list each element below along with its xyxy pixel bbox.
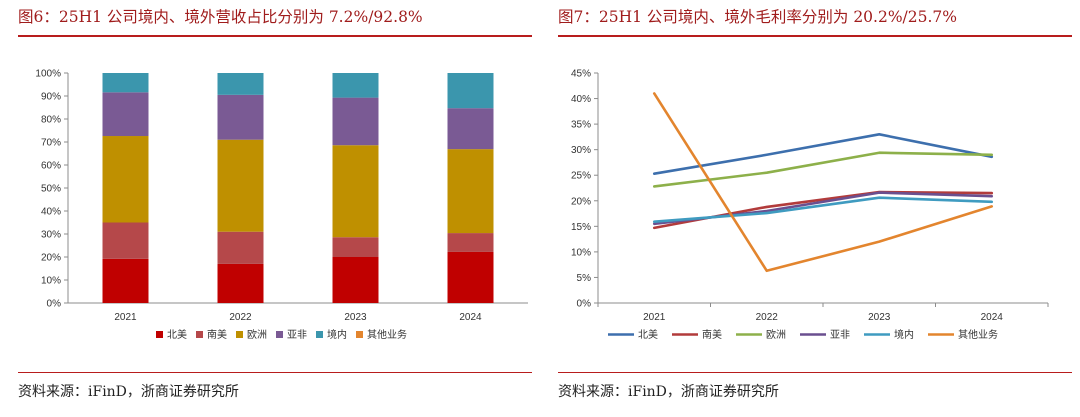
legend-swatch bbox=[356, 331, 363, 338]
legend-label: 北美 bbox=[167, 328, 187, 341]
legend-swatch bbox=[196, 331, 203, 338]
bar-series-4-2023 bbox=[332, 73, 379, 98]
bar-series-3-2023 bbox=[332, 97, 379, 146]
legend-swatch bbox=[276, 331, 283, 338]
legend-label: 北美 bbox=[638, 328, 658, 341]
bar-series-3-2022 bbox=[217, 94, 264, 140]
right-chart-panel: 图7：25H1 公司境内、境外毛利率分别为 20.2%/25.7% 0% 5% 10… bbox=[558, 0, 1072, 417]
bar-series-2-2023 bbox=[332, 145, 379, 238]
y-tick-label: 20% bbox=[41, 253, 61, 264]
right-source-note: 资料来源：iFinD，浙商证券研究所 bbox=[558, 384, 779, 400]
left-source-note: 资料来源：iFinD，浙商证券研究所 bbox=[18, 384, 239, 400]
line-series-5 bbox=[652, 92, 994, 273]
bar-series-3-2021 bbox=[102, 92, 149, 137]
legend-label: 其他业务 bbox=[367, 328, 407, 341]
left-title-rule bbox=[18, 35, 532, 37]
bar-series-1-2023 bbox=[332, 237, 379, 257]
y-tick-label: 90% bbox=[41, 92, 61, 103]
bar-series-2-2022 bbox=[217, 139, 264, 232]
x-tick-label: 2022 bbox=[756, 312, 779, 323]
left-chart-panel: 图6：25H1 公司境内、境外营收占比分别为 7.2%/92.8% 0% 10% 2… bbox=[18, 0, 532, 417]
legend-label: 境内 bbox=[327, 328, 347, 341]
bar-series-2-2021 bbox=[102, 136, 149, 223]
y-tick-label: 80% bbox=[41, 115, 61, 126]
y-tick-label: 100% bbox=[35, 69, 61, 80]
right-chart-title: 图7：25H1 公司境内、境外毛利率分别为 20.2%/25.7% bbox=[558, 8, 958, 26]
y-tick-label: 15% bbox=[571, 222, 591, 233]
y-tick-label: 45% bbox=[571, 69, 591, 80]
bar-series-1-2024 bbox=[447, 233, 494, 252]
y-tick-label: 10% bbox=[571, 247, 591, 258]
bar-series-1-2022 bbox=[217, 231, 264, 264]
legend-label: 境内 bbox=[894, 328, 914, 341]
bar-series-0-2021 bbox=[102, 258, 149, 303]
y-tick-label: 0% bbox=[47, 299, 62, 310]
y-tick-label: 25% bbox=[571, 171, 591, 182]
legend-swatch bbox=[156, 331, 163, 338]
x-tick-label: 2024 bbox=[981, 312, 1004, 323]
x-tick-label: 2023 bbox=[344, 312, 367, 323]
y-tick-label: 30% bbox=[41, 230, 61, 241]
bar-series-3-2024 bbox=[447, 108, 494, 150]
legend-swatch bbox=[316, 331, 323, 338]
y-tick-label: 10% bbox=[41, 276, 61, 287]
y-tick-label: 0% bbox=[577, 299, 592, 310]
y-tick-label: 50% bbox=[41, 184, 61, 195]
bar-series-4-2022 bbox=[217, 73, 264, 95]
line-chart: 0% 5% 10% 15% 20% 25% 30% 35% 40% 45% 2021 2022 2023… bbox=[571, 69, 1049, 341]
bar-series-4-2021 bbox=[102, 73, 149, 93]
right-title-rule bbox=[558, 35, 1072, 37]
legend-label: 亚非 bbox=[830, 329, 850, 341]
legend-label: 亚非 bbox=[287, 329, 307, 341]
y-tick-label: 60% bbox=[41, 161, 61, 172]
right-source-rule bbox=[558, 372, 1072, 373]
x-tick-label: 2024 bbox=[459, 312, 482, 323]
x-tick-label: 2022 bbox=[229, 312, 252, 323]
legend-label: 南美 bbox=[702, 328, 722, 341]
bar-series-0-2024 bbox=[447, 251, 494, 303]
y-tick-label: 30% bbox=[571, 145, 591, 156]
stacked-bar-chart: 0% 10% 20% 30% 40% 50% 60% 70% 80% 90% 100% 2021 202… bbox=[35, 69, 528, 341]
bar-series-4-2024 bbox=[447, 73, 494, 109]
x-tick-label: 2021 bbox=[114, 312, 137, 323]
bar-series-0-2023 bbox=[332, 257, 379, 303]
x-tick-label: 2021 bbox=[643, 312, 666, 323]
legend-label: 南美 bbox=[207, 328, 227, 341]
line-series-2 bbox=[652, 151, 994, 188]
y-tick-label: 40% bbox=[571, 94, 591, 105]
left-chart-title: 图6：25H1 公司境内、境外营收占比分别为 7.2%/92.8% bbox=[18, 8, 423, 26]
y-tick-label: 40% bbox=[41, 207, 61, 218]
bar-series-2-2024 bbox=[447, 149, 494, 234]
y-tick-label: 20% bbox=[571, 196, 591, 207]
line-series-0 bbox=[652, 133, 994, 175]
line-series-4 bbox=[652, 196, 994, 224]
bar-series-0-2022 bbox=[217, 263, 264, 303]
legend-label: 其他业务 bbox=[958, 328, 998, 341]
legend-label: 欧洲 bbox=[766, 329, 786, 341]
y-tick-label: 70% bbox=[41, 138, 61, 149]
bar-series-1-2021 bbox=[102, 222, 149, 259]
legend-label: 欧洲 bbox=[247, 329, 267, 341]
x-tick-label: 2023 bbox=[868, 312, 891, 323]
y-tick-label: 35% bbox=[571, 120, 591, 131]
y-tick-label: 5% bbox=[577, 273, 592, 284]
legend-swatch bbox=[236, 331, 243, 338]
left-source-rule bbox=[18, 372, 532, 373]
